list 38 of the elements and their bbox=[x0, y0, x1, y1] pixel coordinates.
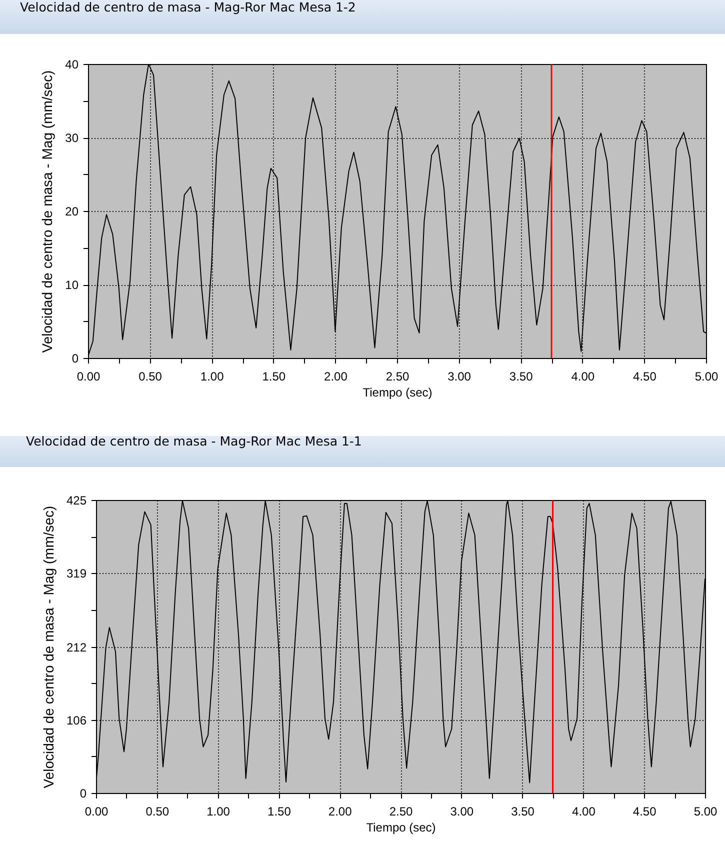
x-tick-label: 0.50 bbox=[138, 370, 162, 384]
x-tick-label: 0.00 bbox=[84, 804, 108, 818]
x-tick-label: 4.50 bbox=[633, 370, 657, 384]
x-tick-label: 3.50 bbox=[509, 370, 534, 384]
x-tick-label: 5.00 bbox=[694, 804, 718, 818]
x-tick-label: 1.00 bbox=[206, 804, 230, 818]
x-tick-label: 0.50 bbox=[146, 804, 170, 818]
x-tick-label: 1.00 bbox=[200, 370, 224, 384]
x-tick-label: 1.50 bbox=[262, 370, 286, 384]
y-tick-label: 30 bbox=[65, 131, 79, 145]
x-tick-label: 2.50 bbox=[389, 804, 413, 818]
x-tick-label: 2.00 bbox=[328, 804, 352, 818]
y-tick-label: 20 bbox=[65, 204, 79, 218]
y-tick-label: 10 bbox=[65, 278, 79, 292]
x-tick-label: 0.00 bbox=[76, 370, 100, 384]
y-tick-label: 425 bbox=[66, 494, 87, 508]
chart-title: Velocidad de centro de masa - Mag-Ror Mac Mesa 1-2 bbox=[20, 0, 356, 14]
x-tick-label: 3.00 bbox=[448, 370, 472, 384]
y-tick-label: 212 bbox=[66, 640, 87, 654]
x-axis-title: Tiempo (sec) bbox=[366, 820, 436, 834]
y-tick-label: 319 bbox=[66, 566, 87, 581]
chart-title: Velocidad de centro de masa - Mag-Ror Mac Mesa 1-1 bbox=[26, 434, 362, 448]
x-tick-label: 1.50 bbox=[268, 804, 292, 818]
x-tick-label: 2.00 bbox=[324, 370, 348, 384]
x-tick-label: 2.50 bbox=[386, 370, 410, 384]
y-tick-label: 0 bbox=[72, 352, 79, 366]
x-tick-label: 4.50 bbox=[632, 804, 657, 818]
x-tick-label: 4.00 bbox=[571, 370, 595, 384]
y-tick-label: 106 bbox=[66, 713, 87, 728]
x-axis-title: Tiempo (sec) bbox=[362, 386, 432, 400]
y-axis-title: Velocidad de centro de masa - Mag (mm/sec) bbox=[39, 70, 56, 353]
x-tick-label: 3.00 bbox=[450, 804, 474, 818]
y-tick-label: 40 bbox=[65, 58, 79, 72]
x-tick-label: 4.00 bbox=[572, 804, 596, 818]
y-tick-label: 0 bbox=[80, 786, 87, 800]
x-tick-label: 3.50 bbox=[511, 804, 535, 818]
y-axis-title: Velocidad de centro de masa - Mag (mm/sec) bbox=[40, 506, 56, 788]
x-tick-label: 5.00 bbox=[694, 370, 718, 384]
